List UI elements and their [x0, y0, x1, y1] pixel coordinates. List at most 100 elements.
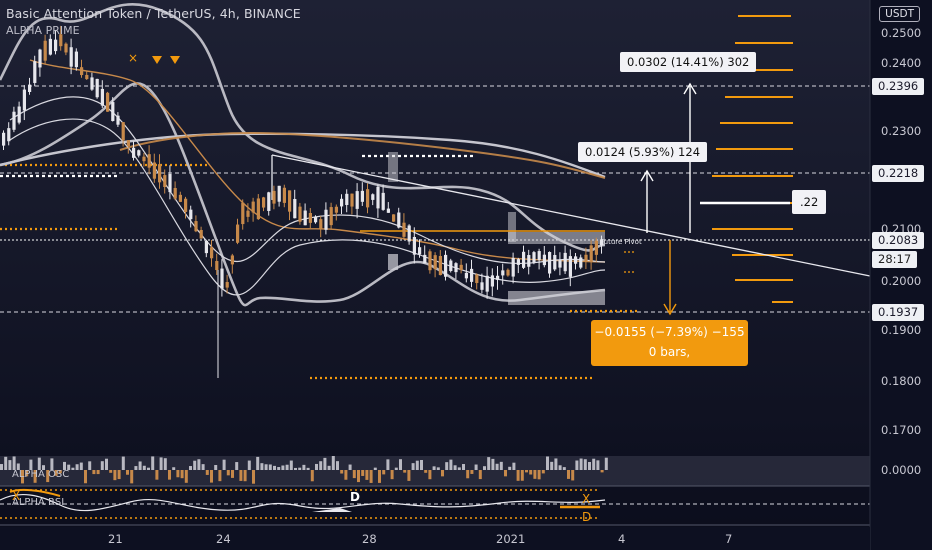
measure-box-small-up[interactable]: 0.0124 (5.93%) 124: [578, 142, 708, 162]
candle-body: [350, 193, 354, 207]
candle-body: [90, 77, 94, 90]
candle-body: [33, 61, 37, 83]
osc-bar: [491, 458, 495, 470]
currency-button[interactable]: USDT: [879, 6, 920, 22]
candle-body: [574, 256, 578, 264]
candle-body: [584, 254, 588, 262]
osc-bar: [533, 470, 537, 479]
candle-body: [371, 194, 375, 200]
candle-body: [542, 254, 546, 266]
measure-down-change: −0.0155 (−7.39%) −155: [594, 325, 745, 339]
osc-bar: [168, 470, 171, 480]
osc-bar: [604, 457, 608, 470]
osc-bar: [226, 470, 230, 476]
osc-bar: [264, 464, 268, 470]
osc-bar: [378, 470, 381, 483]
candle-body: [256, 198, 260, 220]
candle-body: [454, 263, 458, 273]
countdown-tag: 28:17: [872, 251, 918, 268]
indicator-label[interactable]: ALPHA PRIME: [6, 24, 80, 37]
osc-bar: [42, 465, 45, 470]
target-label[interactable]: .22: [792, 190, 827, 214]
candle-body: [511, 258, 515, 277]
osc-bar: [453, 465, 457, 470]
candle-body: [392, 214, 396, 222]
osc-bar: [600, 470, 604, 473]
candle-body: [2, 132, 6, 146]
x-marker-icon: X: [12, 489, 21, 503]
osc-bar: [96, 470, 100, 475]
osc-bar: [449, 459, 453, 470]
measure-box-down[interactable]: −0.0155 (−7.39%) −155 0 bars,: [591, 320, 748, 366]
osc-bar: [361, 470, 365, 476]
candle-body: [116, 115, 120, 125]
osc2-label[interactable]: ALPHA RSI: [12, 497, 65, 508]
candle-body: [449, 260, 453, 271]
osc-bar: [478, 470, 482, 480]
candle-body: [334, 206, 338, 213]
osc-bar: [193, 460, 197, 470]
osc-bar: [399, 459, 402, 470]
d-marker-icon: D: [582, 510, 592, 524]
osc-label[interactable]: ALPHA OSC: [12, 469, 70, 480]
candle-body: [230, 255, 234, 265]
osc-bar: [579, 458, 583, 470]
candle-body: [516, 259, 520, 265]
osc-bar: [462, 464, 465, 470]
osc-bar: [537, 470, 541, 480]
osc-bar: [319, 461, 323, 470]
oscillator-histogram: [0, 456, 608, 484]
candle-body: [137, 150, 141, 156]
candle-body: [418, 247, 422, 255]
osc-bar: [373, 467, 377, 470]
candle-body: [532, 252, 536, 263]
osc-bar: [25, 470, 29, 477]
osc-bar: [268, 464, 272, 470]
candle-body: [74, 51, 78, 68]
candle-body: [173, 188, 177, 199]
osc2-highlight: [9, 488, 61, 497]
osc-bar: [277, 467, 281, 470]
candle-body: [444, 254, 448, 277]
osc-bar: [520, 470, 524, 481]
measure-box-big-up[interactable]: 0.0302 (14.41%) 302: [620, 52, 757, 72]
osc-bar: [390, 470, 394, 480]
candle-body: [59, 34, 63, 47]
osc-bar: [50, 458, 54, 470]
osc-bar: [487, 457, 491, 470]
osc-bar: [231, 470, 234, 478]
osc-bar: [126, 470, 129, 475]
osc-bar: [201, 464, 205, 470]
osc-bar: [575, 460, 579, 470]
time-axis[interactable]: 21 24 28 2021 4 7: [108, 532, 732, 546]
osc-bar: [247, 460, 251, 470]
osc-bar: [466, 470, 470, 479]
osc-bar: [567, 470, 570, 479]
candle-body: [158, 164, 162, 183]
candle-body: [178, 194, 182, 202]
candle-body: [17, 106, 21, 123]
price-tick: 0.1800: [881, 374, 921, 388]
candle-body: [210, 247, 214, 259]
osc-bar: [142, 465, 146, 470]
osc-bar: [0, 464, 3, 470]
candle-body: [48, 38, 52, 55]
candle-body: [241, 202, 245, 225]
osc-bar: [285, 464, 289, 470]
osc-zero-tick: 0.0000: [881, 463, 921, 477]
osc-bar: [369, 470, 373, 483]
candle-body: [7, 128, 11, 142]
candle-body: [293, 198, 297, 219]
chart-title[interactable]: Basic Attention Token / TetherUS, 4h, BI…: [6, 6, 301, 21]
osc-bar: [525, 470, 528, 473]
osc-bar: [529, 470, 533, 475]
osc-bar: [306, 467, 310, 470]
osc-bar: [289, 460, 293, 470]
candle-body: [464, 272, 468, 279]
candle-body: [194, 221, 198, 232]
price-tag-level-mid: 0.2218: [872, 165, 925, 182]
osc-bar: [445, 462, 449, 470]
candle-body: [80, 67, 84, 76]
candle-body: [423, 254, 427, 264]
